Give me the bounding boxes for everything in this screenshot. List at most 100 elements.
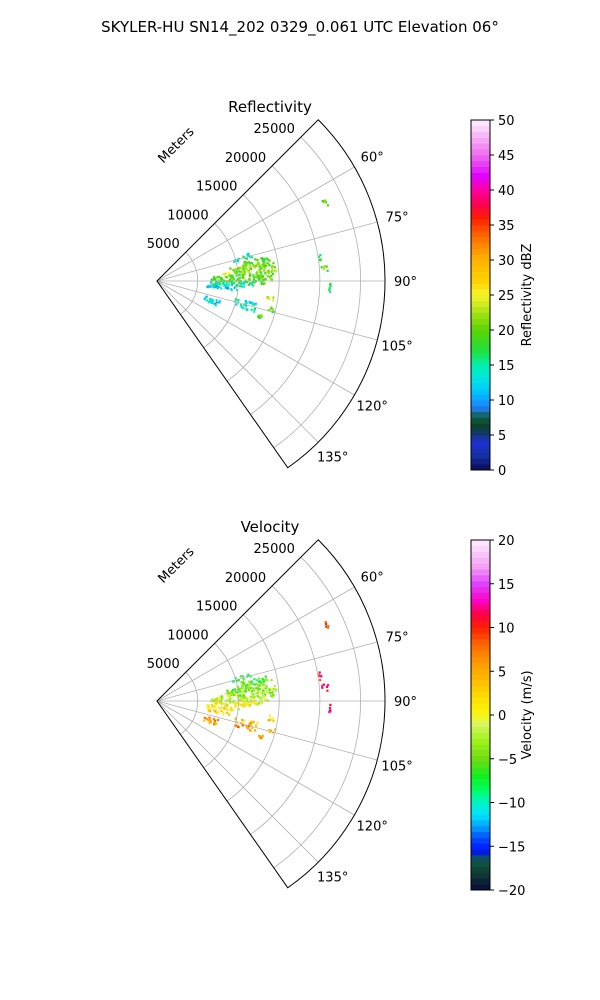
reflectivity-cell-gate [241,276,244,279]
reflectivity-cell-gate [229,278,232,281]
reflectivity-colorbar-segment [471,195,490,203]
velocity-cell-gate [228,699,231,702]
reflectivity-cell-gate [260,277,263,280]
reflectivity-cell-gate [242,255,245,258]
reflectivity-cell-gate [249,267,252,270]
velocity-cell-gate [244,705,247,708]
velocity-colorbar-segment [471,849,490,856]
reflectivity-azimuth-tick-label: 105° [381,339,412,354]
reflectivity-cell-gate [217,275,220,278]
velocity-colorbar-segment [471,592,490,599]
reflectivity-cell-gate [248,269,251,272]
reflectivity-cell-gate [236,277,239,281]
reflectivity-cell-gate [242,285,245,288]
velocity-cell-gate [239,688,242,691]
reflectivity-panel: Reflectivity60°75°90°105°120°135°5000100… [147,98,535,479]
reflectivity-colorbar-segment [471,172,490,179]
velocity-colorbar-segment [471,726,490,733]
velocity-cell-gate [208,721,212,724]
reflectivity-colorbar-segment [471,277,490,284]
velocity-cell-gate [262,689,265,692]
reflectivity-colorbar-segment [471,394,490,401]
reflectivity-azimuth-tick-label: 90° [394,275,417,290]
velocity-azimuth-spoke [156,700,319,863]
reflectivity-cell-gate [254,303,257,306]
velocity-colorbar-segment [471,575,490,582]
reflectivity-cell-gate [257,270,260,273]
velocity-cell-gate [236,685,239,688]
velocity-cell-gate [218,707,221,710]
reflectivity-cell-gate [235,289,239,292]
reflectivity-cell-gate [266,271,269,274]
reflectivity-cell-gate [266,295,269,299]
velocity-colorbar-segment [471,580,490,588]
reflectivity-cell-gate [213,283,216,286]
velocity-cell-gate [207,708,210,711]
reflectivity-cell-gate [326,204,329,207]
reflectivity-cell-gate [215,281,218,284]
reflectivity-cell-gate [323,200,326,203]
reflectivity-cell-gate [234,297,237,301]
reflectivity-colorbar-segment [471,400,490,407]
reflectivity-cell-gate [212,277,215,280]
reflectivity-cell-gate [233,286,236,289]
velocity-cell-gate [254,695,257,698]
velocity-cell-gate [263,679,266,682]
velocity-cell-gate [259,736,262,739]
reflectivity-cell-gate [252,302,255,306]
velocity-cell-gate [265,685,268,688]
velocity-cell-gate [258,688,261,691]
velocity-colorbar-segment [471,598,490,605]
reflectivity-cell-gate [262,259,265,262]
velocity-cell-gate [231,680,234,683]
velocity-cell-gate [250,680,253,683]
reflectivity-range-tick-label: 25000 [254,122,295,137]
reflectivity-colorbar-segment [471,242,490,249]
reflectivity-colorbar-segment [471,225,490,232]
velocity-cell-gate [234,703,237,707]
velocity-cell-gate [226,689,229,692]
reflectivity-cell-gate [233,281,236,285]
reflectivity-cell-gate [229,277,233,280]
reflectivity-cell-gate [244,279,247,282]
velocity-colorbar-segment [471,703,490,710]
velocity-cell-gate [258,696,261,699]
velocity-cell-gate [321,686,324,689]
reflectivity-colorbar-segment [471,370,490,378]
reflectivity-colorbar-segment [471,201,490,208]
velocity-cell-gate [258,677,261,680]
velocity-cell-gate [238,692,241,695]
velocity-cell-gate [230,706,233,709]
velocity-range-ring [273,556,361,869]
velocity-colorbar-segment [471,738,490,745]
reflectivity-range-tick-label: 10000 [167,208,208,223]
reflectivity-cell-gate [244,267,247,270]
velocity-colorbar-segment [471,569,490,576]
reflectivity-colorbar-segment [471,219,490,226]
reflectivity-cell-gate [242,270,245,274]
reflectivity-cell-gate [270,279,273,282]
reflectivity-cell-gate [251,301,254,304]
reflectivity-colorbar-tick-label: 0 [498,464,506,479]
reflectivity-colorbar-segment [471,149,490,156]
velocity-cell-gate [226,692,229,695]
velocity-colorbar-segment [471,662,490,669]
velocity-cell-gate [213,705,216,708]
velocity-cell-gate [254,724,258,727]
velocity-colorbar-segment [471,697,490,704]
velocity-cell-gate [244,687,247,690]
velocity-cell-gate [241,705,244,708]
reflectivity-colorbar-segment [471,382,490,389]
reflectivity-cell-gate [235,284,238,287]
velocity-cell-gate [230,691,234,695]
reflectivity-cell-gate [248,266,252,269]
velocity-colorbar-segment [471,802,490,809]
reflectivity-colorbar-segment [471,137,490,144]
reflectivity-cell-gate [233,260,236,263]
reflectivity-colorbar-segment [471,318,490,325]
velocity-cell-gate [241,718,244,721]
reflectivity-colorbar-segment [471,213,490,220]
velocity-cell-gate [234,705,237,708]
reflectivity-cell-gate [210,301,213,304]
reflectivity-cell-gate [270,270,273,273]
